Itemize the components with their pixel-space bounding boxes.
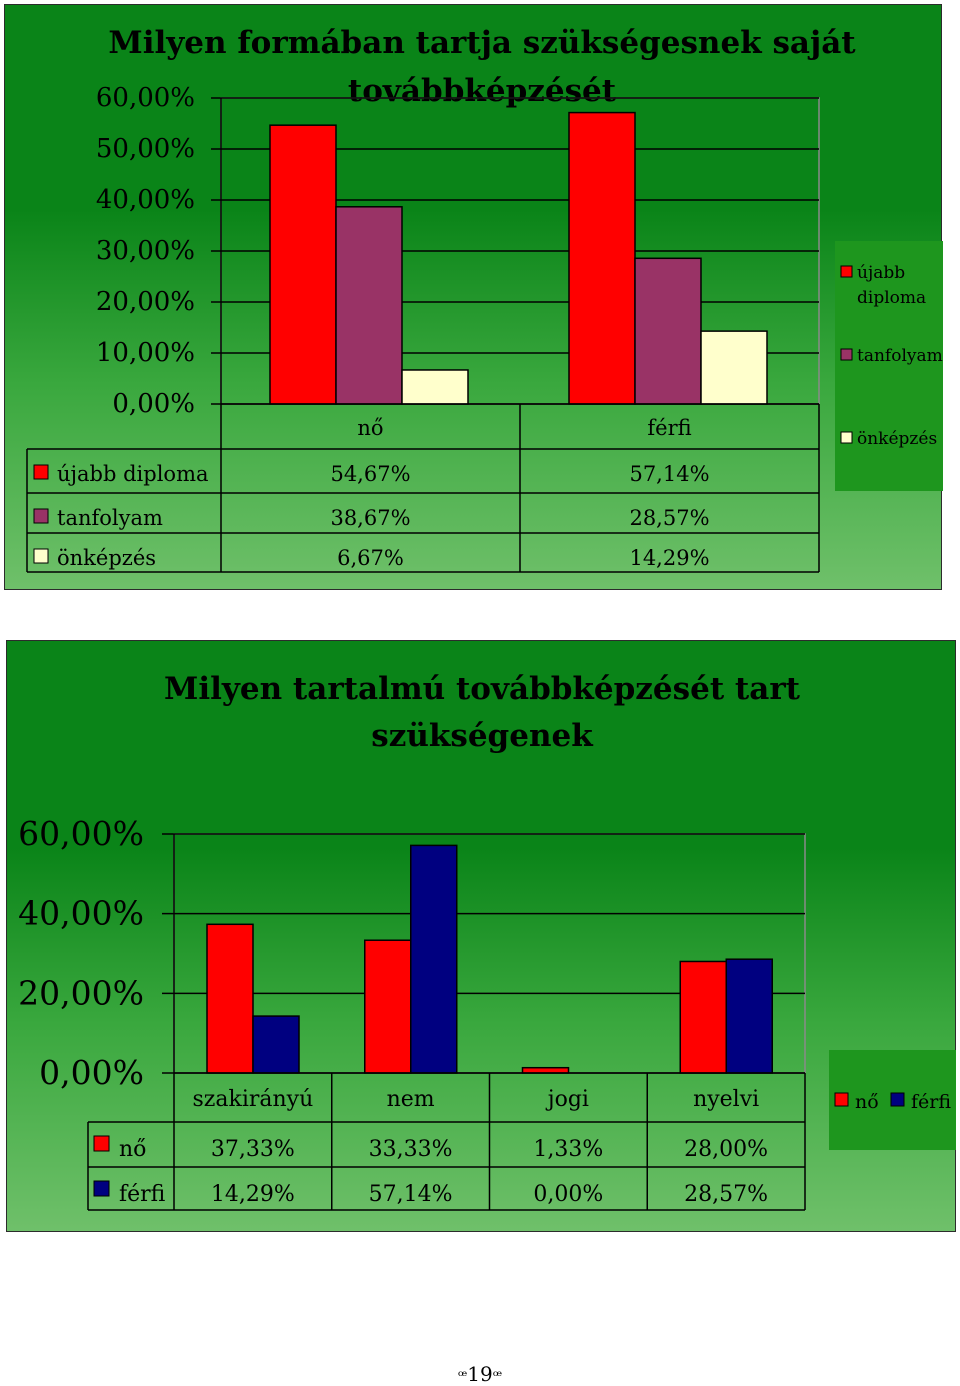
chart-formaban-svg: Milyen formában tartja szükségesnek sajá… xyxy=(26,25,943,573)
bar-no-nem xyxy=(364,939,412,1074)
legend-key xyxy=(840,265,853,278)
table-series-name: nő xyxy=(119,1137,146,1162)
chart-tartalmu-svg: Milyen tartalmú továbbképzését tart szüks… xyxy=(18,671,956,1211)
bar-ferfi-nyelvi xyxy=(725,958,773,1074)
chart-title-line: szükségenek xyxy=(371,718,594,754)
bar-tanfolyam-no xyxy=(335,206,403,405)
legend-label: újabb xyxy=(857,263,905,283)
table-series-name: újabb diploma xyxy=(57,462,209,486)
chart-title-line: Milyen tartalmú továbbképzését tart xyxy=(164,671,801,707)
table-value: 14,29% xyxy=(211,1182,295,1207)
y-tick-label: 30,00% xyxy=(96,236,195,266)
table-value: 37,33% xyxy=(211,1137,295,1162)
table-value: 33,33% xyxy=(369,1137,453,1162)
category-label: szakirányú xyxy=(192,1087,313,1112)
legend-label: önképzés xyxy=(857,429,937,449)
chart-title-line: továbbképzését xyxy=(348,73,617,109)
table-legend-key xyxy=(33,548,49,564)
bar-no-szakiranyu xyxy=(206,923,254,1074)
legend-label: nő xyxy=(855,1091,879,1113)
category-label: jogi xyxy=(545,1087,589,1112)
chart-formaban: Milyen formában tartja szükségesnek sajá… xyxy=(4,4,943,590)
table-legend-key xyxy=(93,1135,110,1152)
category-label: nem xyxy=(387,1087,435,1112)
legend-label: férfi xyxy=(911,1091,951,1113)
table-value: 54,67% xyxy=(330,462,410,486)
y-tick-label: 0,00% xyxy=(112,389,195,419)
legend-key xyxy=(840,348,853,361)
category-label: férfi xyxy=(647,416,691,440)
chart-title-line: Milyen formában tartja szükségesnek sajá… xyxy=(108,25,856,61)
table-legend-key xyxy=(33,508,49,524)
table-legend-key xyxy=(93,1180,110,1197)
bar-tanfolyam-ferfi xyxy=(634,257,702,405)
table-value: 14,29% xyxy=(629,546,709,570)
table-series-name: tanfolyam xyxy=(57,506,163,530)
table-value: 28,57% xyxy=(629,506,709,530)
legend-key xyxy=(890,1092,905,1107)
y-tick-label: 60,00% xyxy=(96,83,195,113)
legend-key xyxy=(840,431,853,444)
y-tick-label: 10,00% xyxy=(96,338,195,368)
chart-tartalmu: Milyen tartalmú továbbképzését tart szüks… xyxy=(6,640,956,1232)
bar-onkepzes-no xyxy=(401,369,469,405)
table-series-name: önképzés xyxy=(57,546,156,570)
legend-label: tanfolyam xyxy=(857,346,943,366)
category-label: nyelvi xyxy=(693,1087,759,1112)
y-tick-label: 0,00% xyxy=(39,1053,144,1092)
table-value: 28,00% xyxy=(684,1137,768,1162)
table-value: 57,14% xyxy=(629,462,709,486)
y-tick-label: 20,00% xyxy=(96,287,195,317)
bar-ferfi-nem xyxy=(410,844,458,1074)
bar-ferfi-szakiranyu xyxy=(252,1015,300,1074)
y-tick-label: 40,00% xyxy=(18,894,144,933)
table-value: 28,57% xyxy=(684,1182,768,1207)
legend-key xyxy=(834,1092,849,1107)
table-value: 6,67% xyxy=(337,546,404,570)
table-value: 57,14% xyxy=(369,1182,453,1207)
bar-ujabb-diploma-no xyxy=(269,124,337,405)
bar-onkepzes-ferfi xyxy=(700,330,768,405)
y-tick-label: 60,00% xyxy=(18,814,144,853)
left-ornament-icon: ꟹ xyxy=(457,1367,468,1385)
page-number-value: 19 xyxy=(467,1362,493,1386)
y-tick-label: 20,00% xyxy=(18,973,144,1012)
table-series-name: férfi xyxy=(119,1182,166,1207)
right-ornament-icon: ꟹ xyxy=(492,1367,503,1385)
y-tick-label: 50,00% xyxy=(96,134,195,164)
table-legend-key xyxy=(33,464,49,480)
page-number: ꟹ19ꟹ xyxy=(0,1362,960,1386)
bar-no-nyelvi xyxy=(679,960,727,1074)
legend-label: diploma xyxy=(857,288,926,308)
y-tick-label: 40,00% xyxy=(96,185,195,215)
table-value: 1,33% xyxy=(533,1137,603,1162)
table-value: 0,00% xyxy=(533,1182,603,1207)
bar-no-jogi xyxy=(521,1066,570,1074)
bar-ujabb-diploma-ferfi xyxy=(568,111,636,405)
category-label: nő xyxy=(357,416,383,440)
table-value: 38,67% xyxy=(330,506,410,530)
legend-box xyxy=(835,241,943,491)
